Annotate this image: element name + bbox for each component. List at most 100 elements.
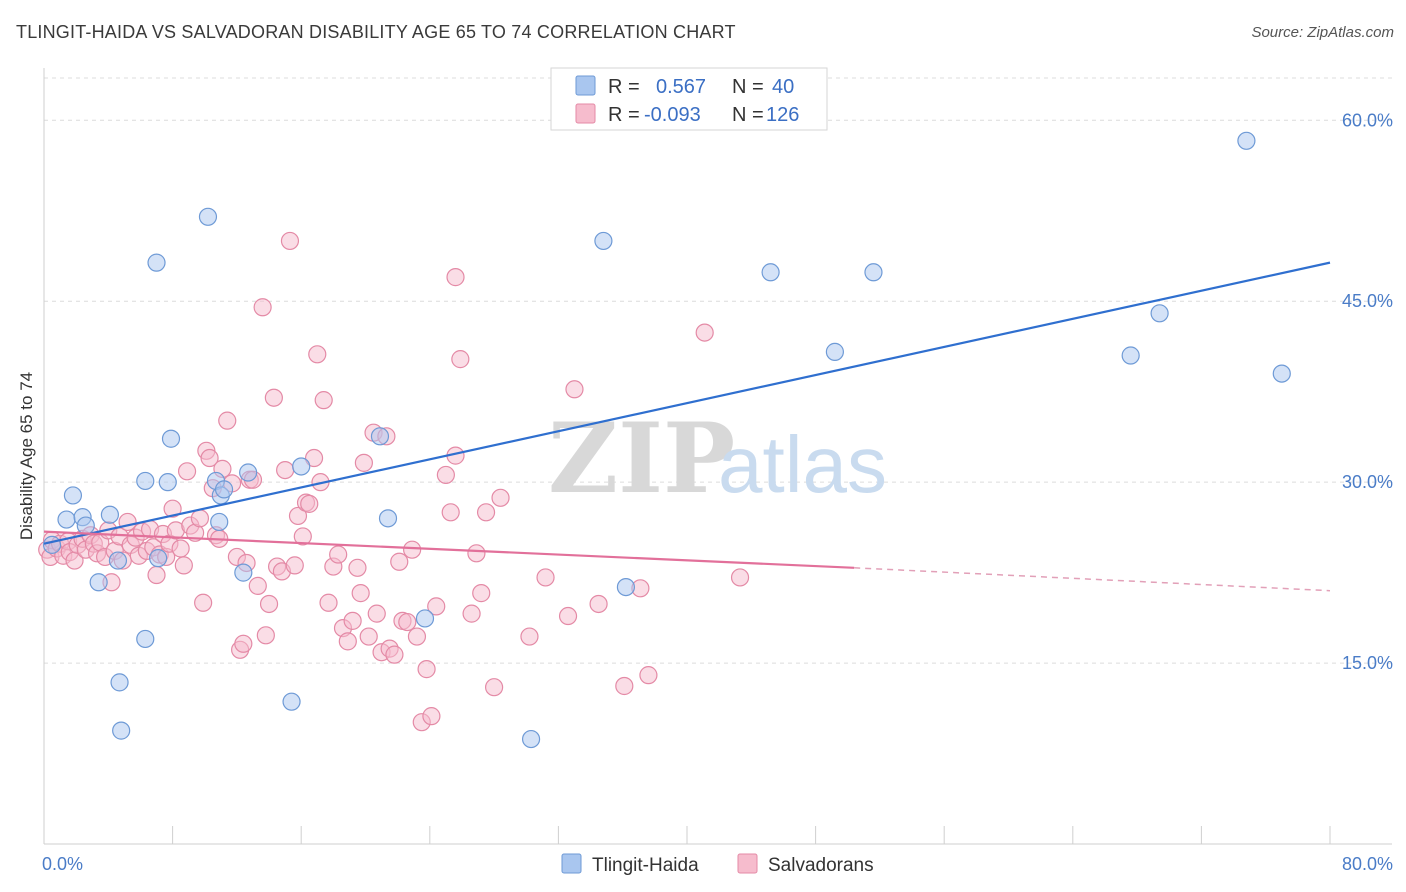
y-axis-label: Disability Age 65 to 74 <box>17 372 36 540</box>
salvadoran-point <box>304 448 324 468</box>
tlingit-haida-point <box>214 480 234 499</box>
tlingit-haida-point <box>1237 131 1256 150</box>
salvadoran-point <box>730 568 750 587</box>
tlingit-haida-point <box>158 473 177 492</box>
salvadoran-point <box>293 527 312 546</box>
salvadoran-point <box>536 568 555 587</box>
salvadoran-point <box>343 611 362 630</box>
salvadoran-point <box>407 627 427 646</box>
legend-r-label: R = <box>608 76 640 98</box>
tlingit-haida-point <box>147 253 166 272</box>
legend-r-value: -0.093 <box>644 104 701 126</box>
salvadoran-point <box>403 540 422 559</box>
salvadoran-point <box>288 506 308 526</box>
salvadoran-point <box>285 556 304 575</box>
legend-label-tlingit: Tlingit-Haida <box>592 855 699 876</box>
salvadoran-point <box>351 584 370 603</box>
salvadoran-point <box>319 593 338 612</box>
salvadoran-point <box>491 488 510 507</box>
salvadoran-point <box>256 626 275 645</box>
tlingit-haida-point <box>521 729 541 749</box>
tlingit-haida-point <box>282 692 301 711</box>
salvadoran-point <box>558 606 578 626</box>
tlingit-haida-point <box>825 342 844 361</box>
salvadoran-point <box>451 350 470 369</box>
legend-swatch-tlingit <box>575 75 596 96</box>
salvadoran-point <box>695 323 714 342</box>
tlingit-haida-point <box>1121 346 1140 365</box>
tlingit-haida-point <box>136 629 155 649</box>
tlingit-haida-point <box>378 509 398 528</box>
salvadoran-point <box>589 594 608 614</box>
salvadoran-trend-line <box>43 530 855 569</box>
salvadoran-point <box>234 634 253 653</box>
legend-n-label: N = <box>732 104 764 126</box>
tlingit-haida-point <box>761 263 780 282</box>
tlingit-haida-points <box>42 131 1291 749</box>
salvadoran-point <box>338 632 357 651</box>
salvadoran-point <box>218 411 237 430</box>
salvadoran-point <box>359 627 378 646</box>
tlingit-haida-point <box>1272 364 1291 383</box>
y-tick-label: 15.0% <box>1342 653 1393 673</box>
salvadoran-point <box>472 584 491 603</box>
tlingit-haida-point <box>415 609 435 628</box>
salvadoran-point <box>308 345 327 364</box>
salvadoran-point <box>276 460 295 480</box>
legend-bottom: Tlingit-Haida Salvadorans <box>561 853 874 876</box>
salvadoran-point <box>253 298 272 317</box>
x-tick-label: 0.0% <box>42 854 83 874</box>
tlingit-haida-point <box>136 471 155 491</box>
salvadoran-point <box>436 465 455 485</box>
salvadoran-point <box>427 597 446 616</box>
salvadoran-point <box>194 593 213 612</box>
tlingit-haida-point <box>616 577 636 597</box>
tlingit-haida-point <box>110 673 129 692</box>
tlingit-haida-point <box>198 207 218 226</box>
legend-r-value: 0.567 <box>656 76 706 98</box>
salvadoran-point <box>467 544 486 563</box>
salvadoran-point <box>422 707 441 726</box>
salvadoran-point <box>417 660 436 679</box>
watermark-zip: ZIP <box>548 402 735 515</box>
tlingit-haida-point <box>63 486 83 505</box>
tlingit-haida-point <box>594 231 613 251</box>
salvadoran-point <box>441 503 460 522</box>
tlingit-haida-point <box>100 505 120 524</box>
legend-r-label: R = <box>608 104 640 126</box>
salvadoran-point <box>390 552 409 571</box>
tlingit-haida-point <box>210 512 229 532</box>
legend-n-label: N = <box>732 76 764 98</box>
salvadoran-point <box>280 231 300 251</box>
legend-label-salvadoran: Salvadorans <box>768 855 874 876</box>
tlingit-haida-point <box>112 721 131 740</box>
legend-swatch-salvadoran <box>575 103 596 124</box>
salvadoran-point <box>300 494 319 513</box>
y-tick-label: 60.0% <box>1342 110 1393 130</box>
tlingit-haida-point <box>149 549 168 568</box>
salvadoran-point <box>174 556 193 575</box>
trend-lines <box>43 261 1331 592</box>
tlingit-haida-point <box>864 263 883 282</box>
salvadoran-point <box>163 499 182 518</box>
legend-top: R = 0.567 N = 40 R = -0.093 N = 126 <box>550 67 828 131</box>
tlingit-haida-point <box>42 535 62 554</box>
salvadoran-point <box>476 503 496 522</box>
source-credit: Source: ZipAtlas.com <box>1251 24 1394 41</box>
salvadoran-point <box>118 512 137 532</box>
x-tick-label: 80.0% <box>1342 854 1393 874</box>
salvadoran-point <box>462 604 481 623</box>
salvadoran-point <box>200 448 219 468</box>
watermark: ZIP atlas <box>548 402 887 515</box>
salvadoran-point <box>171 539 190 558</box>
salvadoran-point <box>398 612 417 632</box>
tlingit-haida-trend-line <box>43 261 1331 545</box>
y-tick-labels: 15.0% 30.0% 45.0% 60.0% <box>1342 110 1393 673</box>
salvadoran-point <box>264 388 283 407</box>
salvadoran-point <box>615 676 634 696</box>
chart-title: TLINGIT-HAIDA VS SALVADORAN DISABILITY A… <box>16 22 736 42</box>
y-tick-label: 30.0% <box>1342 472 1393 492</box>
salvadoran-point <box>248 576 267 595</box>
legend-swatch-salvadoran <box>737 853 758 874</box>
